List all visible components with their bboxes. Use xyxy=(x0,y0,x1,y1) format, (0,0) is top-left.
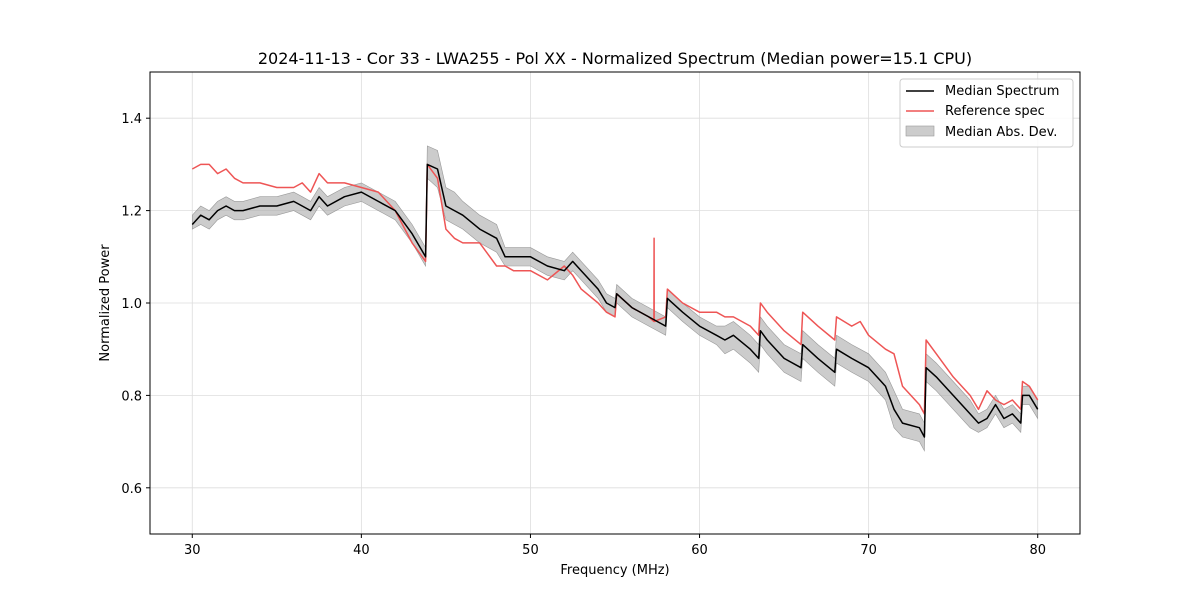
legend-mad-swatch xyxy=(905,125,935,137)
y-tick-label: 1.2 xyxy=(121,205,142,220)
y-tick-label: 0.6 xyxy=(121,482,142,497)
x-tick-label: 60 xyxy=(691,543,708,558)
y-tick-label: 1.4 xyxy=(121,112,142,127)
y-tick-label: 1.0 xyxy=(121,297,142,312)
y-axis: 0.6 0.8 1.0 1.2 1.4 xyxy=(121,112,150,497)
x-tick-label: 30 xyxy=(184,543,201,558)
chart-title: 2024-11-13 - Cor 33 - LWA255 - Pol XX - … xyxy=(258,49,972,68)
legend-median-label: Median Spectrum xyxy=(945,84,1059,99)
y-tick-label: 0.8 xyxy=(121,389,142,404)
legend-mad-label: Median Abs. Dev. xyxy=(945,125,1057,140)
legend-reference-label: Reference spec xyxy=(945,104,1045,119)
x-tick-label: 40 xyxy=(353,543,370,558)
x-axis-label: Frequency (MHz) xyxy=(560,563,669,578)
x-tick-label: 70 xyxy=(860,543,877,558)
y-axis-label: Normalized Power xyxy=(98,244,113,362)
x-axis: 30 40 50 60 70 80 xyxy=(184,534,1046,558)
legend: Median Spectrum Reference spec Median Ab… xyxy=(899,78,1074,148)
reference-spectrum-line xyxy=(191,163,1039,415)
x-tick-label: 50 xyxy=(522,543,539,558)
legend-box xyxy=(899,78,1074,148)
x-tick-label: 80 xyxy=(1029,543,1046,558)
median-spectrum-line xyxy=(191,163,1039,438)
